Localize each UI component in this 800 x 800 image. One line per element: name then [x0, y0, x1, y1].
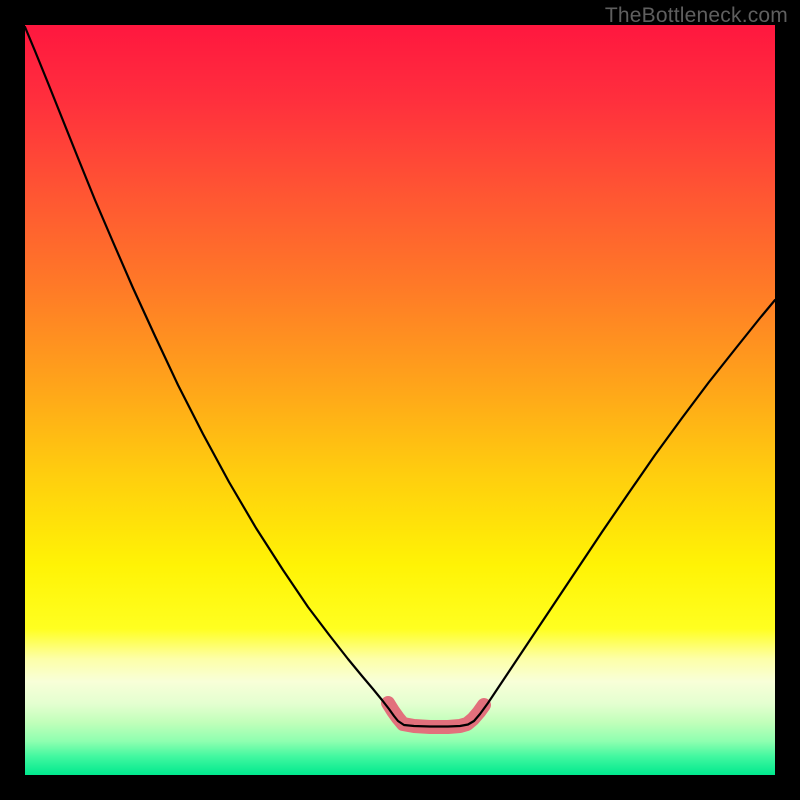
watermark-label: TheBottleneck.com	[605, 4, 788, 28]
chart-svg	[0, 0, 800, 800]
chart-root: TheBottleneck.com	[0, 0, 800, 800]
